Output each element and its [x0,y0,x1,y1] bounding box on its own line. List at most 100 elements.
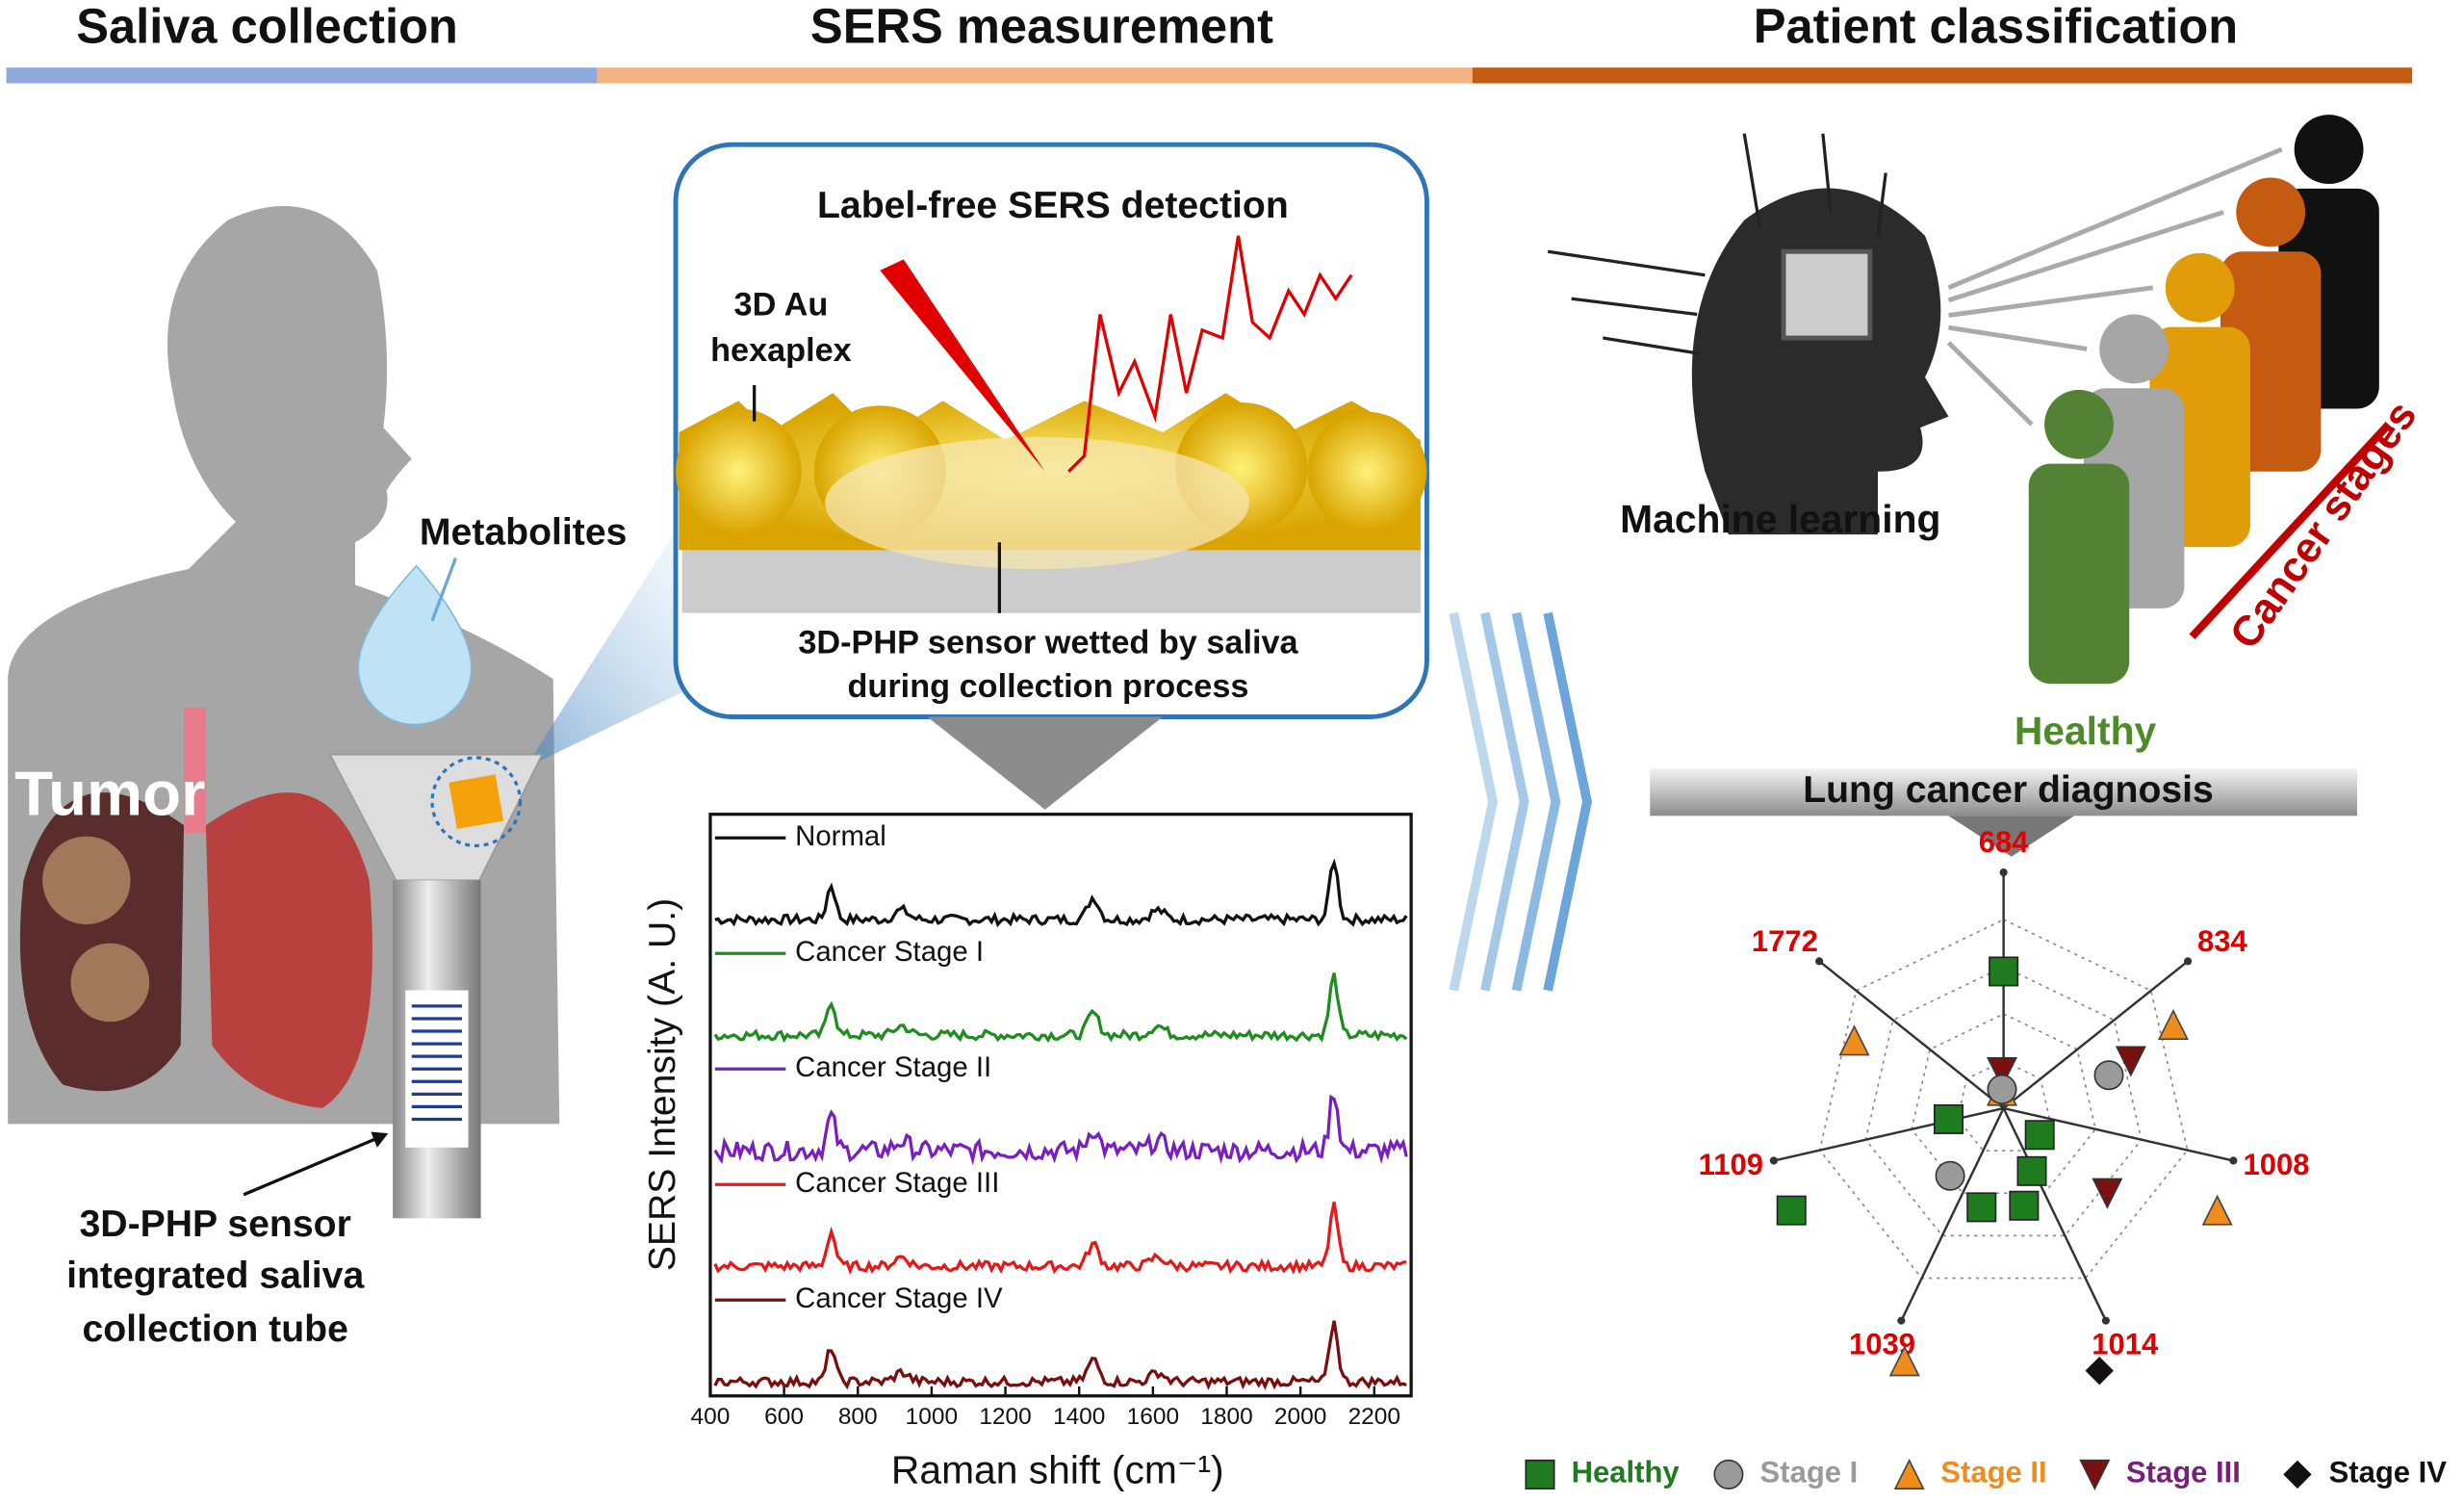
x-tick-label: 400 [691,1404,731,1430]
ml-label: Machine learning [1620,497,1940,541]
pointer-triangle [927,716,1164,810]
arrow-head [371,1131,389,1148]
marker-triangle [1893,1458,1925,1489]
circuit-lines [1547,133,1887,355]
spectrum [713,1094,1408,1166]
legend-label: Stage II [1940,1456,2046,1489]
sensor-chip [449,774,504,830]
marker-circle [1713,1459,1744,1489]
axis-tip [1815,957,1824,966]
diagnosis-label: Lung cancer diagnosis [1803,769,2214,811]
radar-axis-label: 684 [1979,825,2029,859]
healthy-label: Healthy [2015,709,2157,753]
hexaplex-label: hexaplex [710,332,852,369]
legend-label: Cancer Stage II [795,1051,991,1083]
radar-axis [1818,960,2005,1109]
arrow [1948,285,2154,318]
tumor-mass [70,943,150,1023]
arrow [1946,341,2034,427]
person-head [2044,389,2114,459]
radar-ring [1818,919,2189,1280]
person-body [2028,463,2130,685]
radar-axis-label: 1008 [2243,1148,2309,1181]
y-axis-label: SERS Intensity (A. U.) [642,898,683,1271]
legend: Healthy Stage I Stage II Stage III Stage IV [1525,1456,2448,1490]
radar-ring [1911,1013,2097,1195]
marker-circle [1987,1074,2017,1104]
sensor-label: 3D-PHP sensor wetted by saliva [798,624,1298,660]
x-tick-label: 2200 [1348,1404,1400,1430]
x-tick-label: 800 [838,1404,878,1430]
header-bar [1472,67,2413,84]
marker-circle [2093,1060,2124,1091]
spectrum [713,972,1408,1044]
radar-ring [1957,1060,2051,1152]
x-tick-label: 600 [764,1404,804,1430]
spectrum [714,858,1408,928]
radar-axis [1773,1106,2004,1162]
laser [880,259,1045,472]
marker-triangle-down [1986,1056,2018,1088]
axis-tip [2101,1316,2110,1325]
trachea [184,707,206,834]
x-tick-label: 2000 [1274,1404,1326,1430]
marker-square [1776,1195,1807,1226]
spectrum [713,1320,1407,1390]
header-bar [6,67,598,84]
sers-plot: SERS Intensity (A. U.) Raman shift (cm⁻¹… [642,813,1413,1492]
legend-label: Healthy [1572,1456,1681,1489]
marker-triangle [1838,1024,1870,1056]
marker-circle [1935,1160,1965,1191]
zoom-beam [471,518,684,794]
radar-axis-label: 1014 [2092,1327,2159,1360]
metabolites-label: Metabolites [420,511,627,553]
radar-axis [2002,960,2189,1109]
legend-label: Normal [795,820,886,852]
marker-diamond [2085,1356,2114,1385]
radar-axis-label: 834 [2197,924,2247,958]
plot-frame [708,813,1413,1398]
marker-triangle-down [2079,1459,2111,1490]
patients [1946,115,2379,685]
tube-label: integrated saliva [66,1256,365,1297]
axis-tip [1769,1156,1778,1165]
legend-label: Cancer Stage I [795,936,984,968]
radar-axis [1900,1107,2005,1322]
legend-label: Cancer Stage IV [795,1282,1003,1314]
tube-label: 3D-PHP sensor [80,1204,351,1245]
legend-label: Stage IV [2329,1456,2448,1489]
axis-tip [1897,1316,1906,1325]
marker-triangle [2157,1008,2189,1040]
flow-chevrons [1449,611,1592,992]
saliva-film [825,436,1249,570]
marker-triangle-down [2092,1178,2123,1209]
radar-axis [2003,1106,2234,1162]
x-axis-label: Raman shift (cm⁻¹) [891,1448,1224,1492]
axis-tip [1999,868,2008,877]
marker-triangle-down [2115,1046,2146,1077]
stage-line [2189,422,2392,639]
ml-head [1691,188,1949,535]
marker-diamond [2283,1460,2312,1489]
x-tick-label: 1800 [1200,1404,1252,1430]
marker-square [2016,1155,2047,1186]
marker-square [1933,1103,1964,1134]
radar-axis-label: 1772 [1752,924,1818,958]
chip [1781,248,1873,341]
header: Patient classification [1754,0,2238,53]
person-head [2099,314,2169,384]
radar-axis-label: 1109 [1699,1148,1763,1181]
saliva-drop [357,564,473,726]
header-bar [597,67,1473,84]
pointer [430,557,457,622]
axis-tip [2184,957,2193,966]
sensor-label: during collection process [847,668,1248,705]
person-head [2165,252,2235,323]
lung-left [19,792,185,1092]
legend-label: Stage I [1760,1456,1859,1489]
x-tick-label: 1200 [979,1404,1031,1430]
arrow [1948,324,2088,351]
arrow [243,1133,386,1197]
